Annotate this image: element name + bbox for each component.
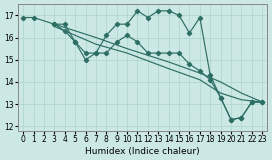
X-axis label: Humidex (Indice chaleur): Humidex (Indice chaleur) — [85, 147, 200, 156]
